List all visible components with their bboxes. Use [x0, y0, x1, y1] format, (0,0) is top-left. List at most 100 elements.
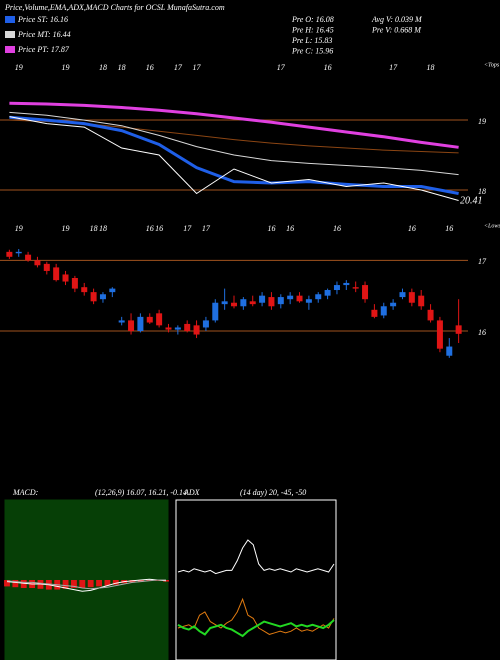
histogram-bar: [71, 580, 77, 588]
legend-swatch: [5, 16, 15, 23]
candle-body: [231, 302, 237, 307]
candle-body: [333, 285, 340, 291]
candle-body: [128, 320, 135, 331]
x-tick-label: 19: [15, 224, 23, 233]
x-tick-label: 17: [389, 63, 398, 72]
histogram-bar: [104, 580, 111, 586]
x-tick-label: 17: [277, 63, 286, 72]
x-tick-label: 19: [62, 224, 70, 233]
x-tick-label: 16: [155, 224, 163, 233]
info-text: Pre C: 15.96: [291, 46, 333, 55]
x-tick-label: 17: [183, 224, 192, 233]
panel-title: MACD:: [12, 488, 39, 497]
candle-body: [15, 251, 22, 254]
candle-body: [6, 251, 13, 257]
x-tick-label: 16: [267, 224, 275, 233]
candle-body: [25, 254, 32, 261]
candle-body: [324, 290, 331, 296]
candle-body: [212, 302, 219, 321]
histogram-bar: [87, 580, 94, 588]
candle-body: [221, 301, 228, 305]
candle-body: [371, 309, 378, 317]
candle-body: [156, 313, 163, 326]
x-tick-label: 18: [90, 224, 98, 233]
info-text: Pre L: 15.83: [291, 36, 332, 45]
x-tick-label: 19: [62, 63, 70, 72]
candle-body: [446, 346, 453, 356]
candle-body: [53, 267, 60, 281]
candle-body: [165, 327, 172, 330]
panel-frame: [175, 499, 337, 660]
panel-subtitle: (14 day) 20, -45, -50: [240, 488, 306, 497]
candle-body: [315, 294, 322, 300]
series-line: [9, 116, 459, 201]
candle-body: [109, 288, 116, 293]
y-tick-label: 18: [478, 187, 486, 196]
x-tick-label: 16: [408, 224, 416, 233]
x-tick-label: 18: [99, 224, 107, 233]
candle-body: [277, 297, 284, 305]
candle-body: [249, 301, 256, 305]
page-title: Price,Volume,EMA,ADX,MACD Charts for OCS…: [4, 3, 225, 12]
x-tick-label: 17: [174, 63, 183, 72]
panel-subtitle: (12,26,9) 16.07, 16.21, -0.14: [95, 488, 187, 497]
legend-swatch: [5, 31, 15, 38]
info-text: Pre O: 16.08: [291, 15, 334, 24]
candle-body: [296, 295, 303, 302]
series-line: [9, 111, 459, 176]
x-tick-label: 18: [99, 63, 107, 72]
candle-body: [90, 292, 97, 302]
x-tick-label: 17: [202, 224, 211, 233]
legend-label: Price PT: 17.87: [17, 45, 70, 54]
candle-body: [43, 263, 50, 271]
histogram-bar: [112, 580, 119, 585]
series-line: [6, 579, 166, 590]
annotation: <Lows: [484, 223, 500, 229]
info-text: Pre H: 16.45: [291, 25, 334, 34]
histogram-bar: [62, 580, 69, 589]
candle-body: [343, 282, 350, 286]
candle-body: [427, 309, 434, 321]
candle-body: [174, 327, 181, 330]
x-tick-label: 16: [146, 63, 154, 72]
series-line: [9, 115, 459, 195]
candle-body: [418, 295, 425, 307]
panel-title: ADX: [183, 488, 201, 497]
legend-label: Price ST: 16.16: [17, 15, 68, 24]
x-tick-label: 16: [286, 224, 294, 233]
candle-body: [399, 292, 406, 298]
candle-body: [287, 295, 294, 300]
candle-body: [118, 320, 125, 323]
candle-body: [193, 325, 200, 335]
histogram-bar: [96, 580, 102, 587]
histogram-bar: [12, 580, 19, 588]
legend-swatch: [5, 46, 15, 53]
candle-body: [62, 274, 69, 282]
candle-body: [71, 278, 78, 289]
candle-body: [380, 306, 387, 316]
series-line: [177, 539, 335, 575]
candle-body: [202, 320, 209, 328]
candle-body: [352, 287, 359, 289]
x-tick-label: 18: [427, 63, 435, 72]
legend-label: Price MT: 16.44: [17, 30, 71, 39]
y-tick-label: 19: [478, 117, 486, 126]
histogram-bar: [137, 580, 144, 582]
x-tick-label: 18: [118, 63, 126, 72]
candle-body: [259, 295, 266, 303]
candle-body: [436, 320, 443, 349]
histogram-bar: [4, 580, 10, 587]
candle-body: [34, 260, 41, 266]
volume-text: Pre V: 0.668 M: [371, 25, 422, 34]
series-line: [177, 597, 335, 635]
candle-body: [184, 323, 191, 331]
candle-body: [146, 316, 153, 323]
candle-body: [390, 302, 397, 307]
candle-body: [268, 297, 275, 307]
y-tick-label: 17: [478, 257, 487, 266]
candle-body: [455, 325, 462, 334]
x-tick-label: 19: [15, 63, 23, 72]
volume-text: Avg V: 0.039 M: [371, 15, 423, 24]
annotation: <Tops: [484, 62, 500, 68]
